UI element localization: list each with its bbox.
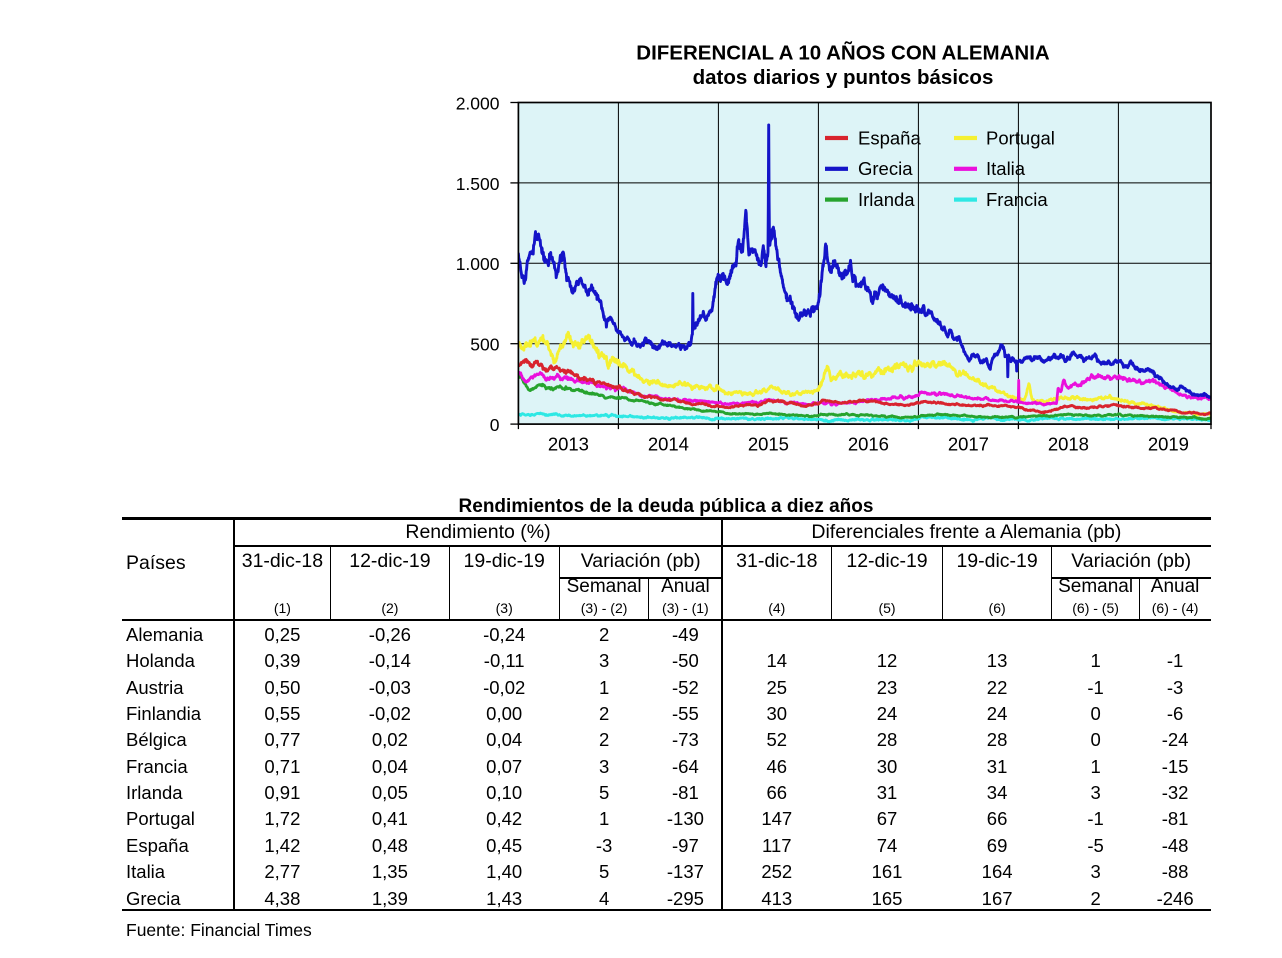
svg-text:1.000: 1.000	[456, 254, 500, 274]
svg-text:Italia: Italia	[986, 158, 1026, 179]
svg-text:2016: 2016	[848, 434, 889, 455]
svg-text:2018: 2018	[1048, 434, 1089, 455]
svg-text:2014: 2014	[648, 434, 689, 455]
svg-text:Irlanda: Irlanda	[858, 189, 915, 210]
svg-text:2017: 2017	[948, 434, 989, 455]
svg-text:2013: 2013	[548, 434, 589, 455]
svg-text:2.000: 2.000	[456, 93, 500, 113]
svg-text:2015: 2015	[748, 434, 789, 455]
svg-text:DIFERENCIAL A 10 AÑOS CON ALEM: DIFERENCIAL A 10 AÑOS CON ALEMANIA	[636, 42, 1050, 65]
svg-text:Francia: Francia	[986, 189, 1048, 210]
svg-text:España: España	[858, 127, 921, 148]
svg-text:2019: 2019	[1148, 434, 1189, 455]
svg-text:0: 0	[490, 415, 500, 435]
svg-text:Portugal: Portugal	[986, 127, 1055, 148]
svg-text:500: 500	[470, 335, 499, 355]
svg-text:datos diarios y puntos básicos: datos diarios y puntos básicos	[693, 66, 994, 89]
svg-text:Grecia: Grecia	[858, 158, 913, 179]
svg-text:1.500: 1.500	[456, 174, 500, 194]
